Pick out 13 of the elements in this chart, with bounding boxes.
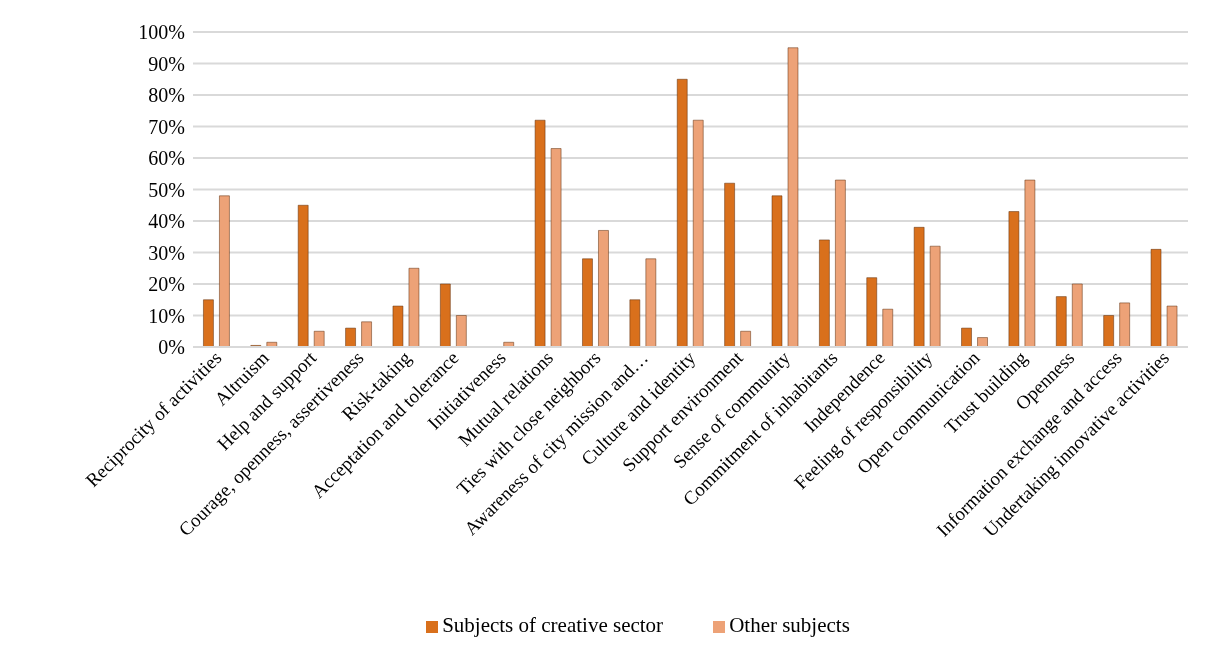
y-tick-label: 20% [148,273,185,296]
y-tick-label: 90% [148,52,185,75]
y-tick-label: 60% [148,147,185,170]
y-tick-label: 40% [148,210,185,233]
y-tick-label: 70% [148,115,185,138]
y-tick-label: 50% [148,178,185,201]
y-tick-label: 0% [158,336,185,359]
legend-label: Other subjects [729,613,850,637]
legend-label: Subjects of creative sector [442,613,664,637]
y-tick-label: 10% [148,304,185,327]
y-tick-label: 80% [148,84,185,107]
y-tick-label: 100% [138,21,185,44]
y-tick-label: 30% [148,241,185,264]
